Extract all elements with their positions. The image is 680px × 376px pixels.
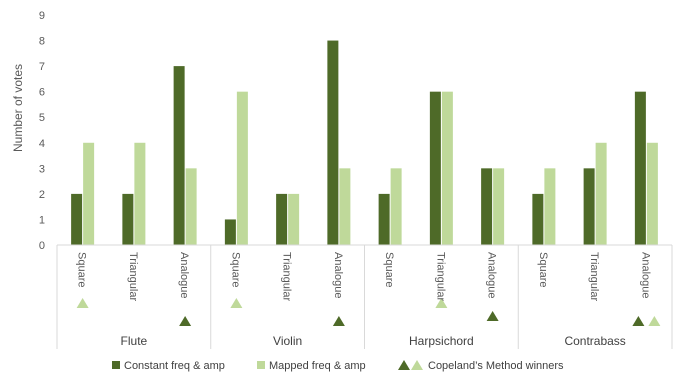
winner-triangle-constant — [332, 316, 345, 326]
category-label: Analogue — [178, 252, 190, 299]
category-label: Triangular — [281, 252, 293, 301]
y-tick-label: 9 — [39, 10, 45, 22]
category-axis: Square Triangular Analogue Flute Square Trian… — [56, 244, 673, 349]
bar-constant — [327, 40, 339, 245]
bar-mapped — [83, 142, 95, 245]
group-label: Violin — [273, 334, 302, 348]
legend-swatch-mapped — [257, 361, 265, 369]
y-tick-label: 7 — [39, 61, 45, 73]
winner-triangle-constant — [632, 316, 645, 326]
y-tick-label: 4 — [39, 138, 45, 150]
bar-mapped — [441, 91, 453, 246]
legend-label-constant: Constant freq & amp — [124, 360, 225, 372]
legend-label-mapped: Mapped freq & amp — [269, 360, 366, 372]
legend-label-winners: Copeland’s Method winners — [428, 360, 564, 372]
bar-constant — [224, 219, 236, 245]
category-label: Analogue — [639, 252, 651, 299]
bar-mapped — [288, 193, 300, 245]
category-label: Square — [383, 252, 395, 287]
y-axis: 0 1 2 3 4 5 6 7 8 9 — [39, 10, 45, 252]
legend-swatch-constant — [112, 361, 120, 369]
bar-mapped — [236, 91, 248, 246]
bar-mapped — [185, 168, 197, 245]
y-tick-label: 2 — [39, 189, 45, 201]
category-label: Square — [537, 252, 549, 287]
bar-mapped — [390, 168, 402, 245]
y-tick-label: 5 — [39, 112, 45, 124]
bar-mapped — [646, 142, 658, 245]
winner-triangle-mapped — [435, 298, 448, 308]
bar-mapped — [493, 168, 505, 245]
bars — [71, 40, 661, 326]
winner-triangle-constant — [179, 316, 192, 326]
y-axis-label: Number of votes — [11, 64, 25, 152]
bar-constant — [429, 91, 441, 246]
y-tick-label: 6 — [39, 87, 45, 99]
y-tick-label: 3 — [39, 163, 45, 175]
category-label: Triangular — [588, 252, 600, 301]
category-label: Square — [76, 252, 88, 287]
bar-constant — [378, 193, 390, 245]
bar-mapped — [595, 142, 607, 245]
legend: Constant freq & amp Mapped freq & amp Co… — [112, 360, 564, 372]
bar-mapped — [339, 168, 351, 245]
category-label: Triangular — [127, 252, 139, 301]
group-label: Harpsichord — [409, 334, 474, 348]
legend-winner-triangle-light — [411, 360, 423, 370]
bar-constant — [481, 168, 493, 245]
bar-constant — [634, 91, 646, 246]
y-tick-label: 8 — [39, 36, 45, 48]
category-label: Square — [229, 252, 241, 287]
y-tick-label: 1 — [39, 214, 45, 226]
group-label: Contrabass — [564, 334, 625, 348]
bar-constant — [532, 193, 544, 245]
y-tick-label: 0 — [39, 240, 45, 252]
category-label: Analogue — [486, 252, 498, 299]
legend-winner-triangle-dark — [398, 360, 410, 370]
category-label: Triangular — [434, 252, 446, 301]
bar-mapped — [544, 168, 556, 245]
winner-triangle-constant — [486, 311, 499, 321]
group-label: Flute — [121, 334, 148, 348]
category-label: Analogue — [332, 252, 344, 299]
winner-triangle-mapped — [230, 298, 243, 308]
winner-triangle-mapped — [76, 298, 89, 308]
bar-mapped — [134, 142, 146, 245]
bar-constant — [173, 66, 185, 245]
bar-constant — [276, 193, 288, 245]
winner-triangle-mapped — [648, 316, 661, 326]
bar-constant — [122, 193, 134, 245]
bar-constant — [583, 168, 595, 245]
bar-constant — [71, 193, 83, 245]
